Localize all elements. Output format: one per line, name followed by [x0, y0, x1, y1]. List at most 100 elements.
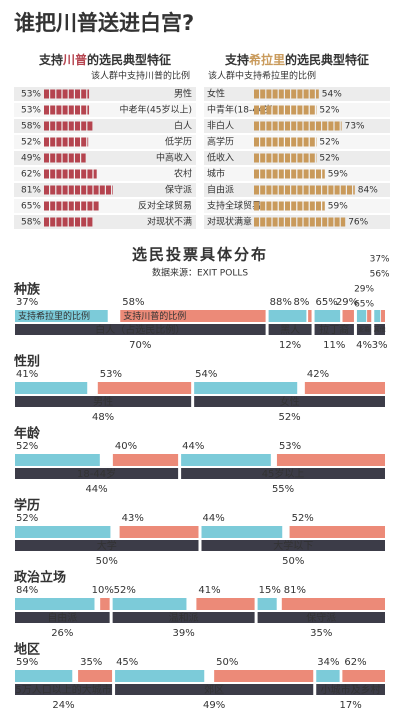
row-value: 52%	[319, 138, 339, 148]
group-label: 自由派	[47, 611, 77, 624]
title-name: 川普	[62, 52, 87, 67]
row-value: 52%	[319, 106, 339, 116]
share-bar	[15, 612, 110, 623]
clinton-label: 59%	[16, 657, 38, 668]
trump-bar	[289, 526, 385, 538]
clinton-bar	[201, 526, 283, 538]
legend-trump: 支持川普的比例	[123, 310, 186, 322]
row-background	[14, 119, 196, 133]
clinton-bar	[316, 670, 340, 682]
row-label: 非白人	[207, 120, 234, 132]
share-label: 17%	[340, 700, 362, 711]
row-value: 53%	[21, 90, 41, 100]
row-label: 低收入	[207, 152, 234, 164]
clinton-label: 65%	[316, 297, 338, 308]
section-name: 种族	[13, 282, 41, 298]
profile-subtitle: 该人群中支持希拉里的比例	[208, 70, 316, 82]
row-label: 中高收入	[156, 152, 192, 164]
profile-subtitle: 该人群中支持川普的比例	[91, 70, 190, 82]
row-label: 城市	[207, 168, 225, 180]
row-background	[204, 135, 390, 149]
share-label: 48%	[92, 412, 114, 423]
share-label: 50%	[282, 556, 304, 567]
clinton-bar	[15, 670, 73, 682]
share-bar	[15, 468, 179, 479]
section-name: 学历	[14, 498, 40, 514]
trump-label: 29%	[336, 297, 358, 308]
row-background	[204, 119, 390, 133]
title-part: 支持	[224, 52, 249, 67]
clinton-bar	[112, 598, 187, 610]
trump-bar	[308, 310, 312, 322]
clinton-bar	[268, 310, 307, 322]
trump-label: 29%	[354, 285, 374, 295]
clinton-bar	[15, 598, 95, 610]
row-label: 中老年(45岁以上)	[120, 104, 192, 116]
share-bar	[112, 612, 255, 623]
profile-title: 支持希拉里的选民典型特征	[224, 52, 369, 67]
group-label: 温和派	[169, 612, 199, 624]
clinton-label: 84%	[16, 585, 38, 596]
trump-bar	[367, 310, 372, 322]
share-label: 52%	[278, 412, 300, 423]
group-label: 大学以下	[273, 539, 313, 552]
clinton-bar	[194, 382, 298, 394]
row-label: 中青年(18-44岁)	[207, 104, 276, 116]
trump-bar	[276, 454, 385, 466]
row-value: 58%	[21, 122, 41, 132]
clinton-label: 45%	[116, 657, 138, 668]
share-label: 35%	[310, 628, 332, 639]
clinton-label: 54%	[195, 369, 217, 380]
group-label: 5万人口以上的大城市	[15, 683, 111, 696]
row-value: 65%	[21, 202, 41, 212]
clinton-bar	[15, 382, 88, 394]
group-label: 保守派	[306, 611, 336, 624]
section-name: 地区	[14, 642, 40, 658]
trump-label: 53%	[279, 441, 301, 452]
row-background	[204, 103, 390, 117]
row-label: 对现状满意	[207, 216, 252, 228]
profile-title: 支持川普的选民典型特征	[38, 52, 171, 67]
group-label: 18-44岁	[77, 467, 116, 480]
trump-label: 35%	[80, 657, 102, 668]
section-name: 年龄	[14, 426, 41, 442]
clinton-bar	[15, 310, 108, 322]
trump-bar	[381, 310, 385, 322]
row-label: 男性	[174, 88, 192, 100]
trump-bar	[100, 598, 110, 610]
share-bar	[181, 468, 385, 479]
section-name: 政治立场	[14, 570, 66, 586]
legend-clinton: 支持希拉里的比例	[18, 310, 90, 322]
group-label: 其他	[374, 326, 386, 334]
share-bar	[15, 684, 113, 695]
row-background	[204, 87, 390, 101]
distribution-source: 数据来源：EXIT POLLS	[152, 267, 248, 279]
row-label: 支持全球贸易	[207, 200, 261, 212]
group-label: 拉丁裔	[319, 323, 349, 336]
clinton-label: 41%	[16, 369, 38, 380]
clinton-label: 15%	[259, 585, 281, 596]
row-label: 女性	[207, 88, 225, 100]
clinton-label: 52%	[114, 585, 136, 596]
share-bar	[201, 540, 385, 551]
trump-bar	[120, 310, 266, 322]
trump-label: 8%	[294, 297, 310, 308]
share-label: 26%	[51, 628, 73, 639]
clinton-bar	[181, 454, 271, 466]
share-label: 12%	[279, 340, 301, 351]
row-label: 高学历	[207, 136, 234, 148]
row-value: 49%	[21, 154, 41, 164]
trump-bar	[304, 382, 385, 394]
clinton-bar	[374, 310, 381, 322]
share-bar	[316, 684, 385, 695]
share-bar	[15, 540, 199, 551]
share-label: 49%	[203, 700, 225, 711]
trump-label: 52%	[292, 513, 314, 524]
title-part: 的选民典型特征	[285, 52, 369, 67]
clinton-label: 56%	[370, 270, 390, 280]
row-label: 反对全球贸易	[138, 200, 192, 212]
trump-bar	[214, 670, 314, 682]
trump-label: 37%	[370, 255, 390, 265]
